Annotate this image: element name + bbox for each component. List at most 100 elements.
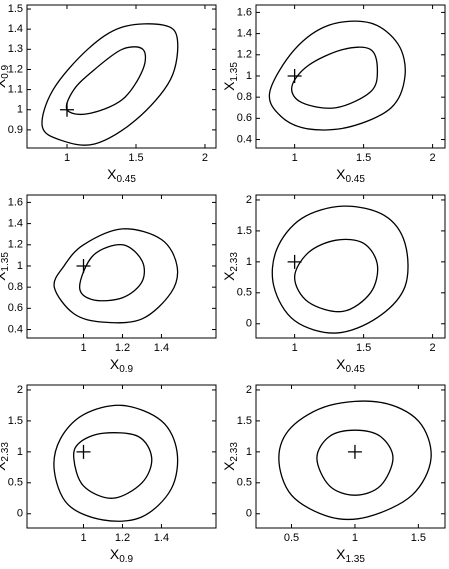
x-tick-label: 1 (64, 152, 70, 164)
x-tick-label: 1.2 (115, 342, 130, 354)
y-tick-label: 0.9 (8, 124, 23, 136)
x-tick-label: 2 (430, 342, 436, 354)
y-tick-label: 1.3 (8, 43, 23, 55)
plot-frame (255, 194, 446, 339)
y-tick-label: 1.2 (8, 63, 23, 75)
y-tick-label: 0.8 (8, 281, 23, 293)
y-axis-label: X2.33 (0, 442, 11, 471)
true-value-marker (287, 68, 302, 83)
label-text: X (221, 271, 237, 281)
y-tick-label: 0.4 (8, 323, 23, 335)
y-tick-label: 1.2 (8, 239, 23, 251)
true-value-marker (347, 444, 362, 459)
plot-frame (26, 194, 217, 339)
true-value-marker (76, 444, 91, 459)
y-tick-label: 1.6 (8, 196, 23, 208)
label-text: X (107, 166, 117, 182)
contour-line (293, 238, 379, 313)
contour-line (72, 432, 153, 499)
x-axis-label: X0.45 (107, 166, 136, 185)
x-tick-label: 1.4 (154, 342, 169, 354)
y-tick-label: 1.5 (8, 415, 23, 427)
y-tick-label: 1.5 (237, 415, 252, 427)
label-subscript: 2.33 (229, 442, 240, 462)
x-tick-label: 0.5 (284, 532, 299, 544)
label-subscript: 0.9 (119, 364, 133, 375)
y-tick-label: 2 (17, 384, 23, 396)
y-tick-label: 1.4 (8, 218, 23, 230)
label-subscript: 0.45 (345, 174, 365, 185)
label-subscript: 1.35 (0, 252, 11, 272)
panel: 11.21.40.40.60.811.21.41.6X0.9X1.35 (0, 194, 217, 375)
contour-line (278, 400, 432, 521)
contour-line (291, 46, 379, 109)
label-subscript: 2.33 (229, 252, 240, 272)
label-subscript: 1.35 (229, 62, 240, 82)
y-tick-label: 0 (246, 508, 252, 520)
y-tick-label: 0 (246, 318, 252, 330)
y-tick-label: 1.4 (237, 28, 252, 40)
y-tick-label: 1 (246, 256, 252, 268)
contour-line (268, 20, 406, 131)
y-tick-label: 0.6 (237, 112, 252, 124)
y-tick-label: 0.8 (237, 91, 252, 103)
y-tick-label: 1 (246, 446, 252, 458)
y-axis-label: X1.35 (221, 62, 240, 91)
y-tick-label: 0.4 (237, 133, 252, 145)
y-tick-label: 1.6 (237, 6, 252, 18)
plot-frame (255, 4, 446, 149)
label-subscript: 0.9 (0, 64, 11, 78)
x-axis-label: X0.45 (336, 166, 365, 185)
label-subscript: 0.45 (116, 174, 136, 185)
x-axis-label: X0.45 (336, 356, 365, 375)
y-tick-label: 0.5 (237, 287, 252, 299)
label-text: X (221, 461, 237, 471)
contour-line (53, 404, 179, 522)
y-tick-label: 0 (17, 508, 23, 520)
true-value-marker (287, 254, 302, 269)
label-text: X (110, 546, 120, 562)
contour-line (41, 23, 179, 146)
y-tick-label: 0.5 (8, 477, 23, 489)
x-axis-label: X0.9 (110, 356, 134, 375)
contour-line (316, 429, 394, 496)
y-tick-label: 1 (17, 104, 23, 116)
x-tick-label: 1.2 (115, 532, 130, 544)
label-text: X (336, 166, 346, 182)
plot-frame (26, 384, 217, 529)
y-tick-label: 0.5 (237, 477, 252, 489)
label-subscript: 0.9 (119, 554, 133, 565)
contour-line (271, 205, 409, 334)
contour-line (65, 46, 147, 116)
y-axis-label: X1.35 (0, 252, 11, 281)
y-tick-label: 1.2 (237, 49, 252, 61)
x-tick-label: 1 (352, 532, 358, 544)
label-text: X (110, 356, 120, 372)
panel: 11.520.911.11.21.31.41.5X0.45X0.9 (0, 3, 217, 185)
label-subscript: 2.33 (0, 442, 11, 462)
y-tick-label: 1.5 (237, 225, 252, 237)
contour-line (53, 228, 179, 324)
y-tick-label: 1.1 (8, 83, 23, 95)
true-value-marker (60, 102, 75, 117)
y-tick-label: 1.5 (8, 3, 23, 15)
y-tick-label: 0.6 (8, 302, 23, 314)
y-tick-label: 1 (246, 70, 252, 82)
label-text: X (336, 546, 346, 562)
label-text: X (221, 81, 237, 91)
label-text: X (0, 78, 8, 88)
label-subscript: 1.35 (345, 554, 365, 565)
label-text: X (0, 271, 8, 281)
x-tick-label: 1.5 (128, 152, 143, 164)
y-axis-label: X2.33 (221, 252, 240, 281)
x-tick-label: 1.4 (154, 532, 169, 544)
label-text: X (0, 461, 8, 471)
y-tick-label: 1.4 (8, 23, 23, 35)
y-axis-label: X0.9 (0, 64, 11, 88)
y-tick-label: 1 (17, 260, 23, 272)
x-tick-label: 1 (292, 152, 298, 164)
y-tick-label: 1 (17, 446, 23, 458)
